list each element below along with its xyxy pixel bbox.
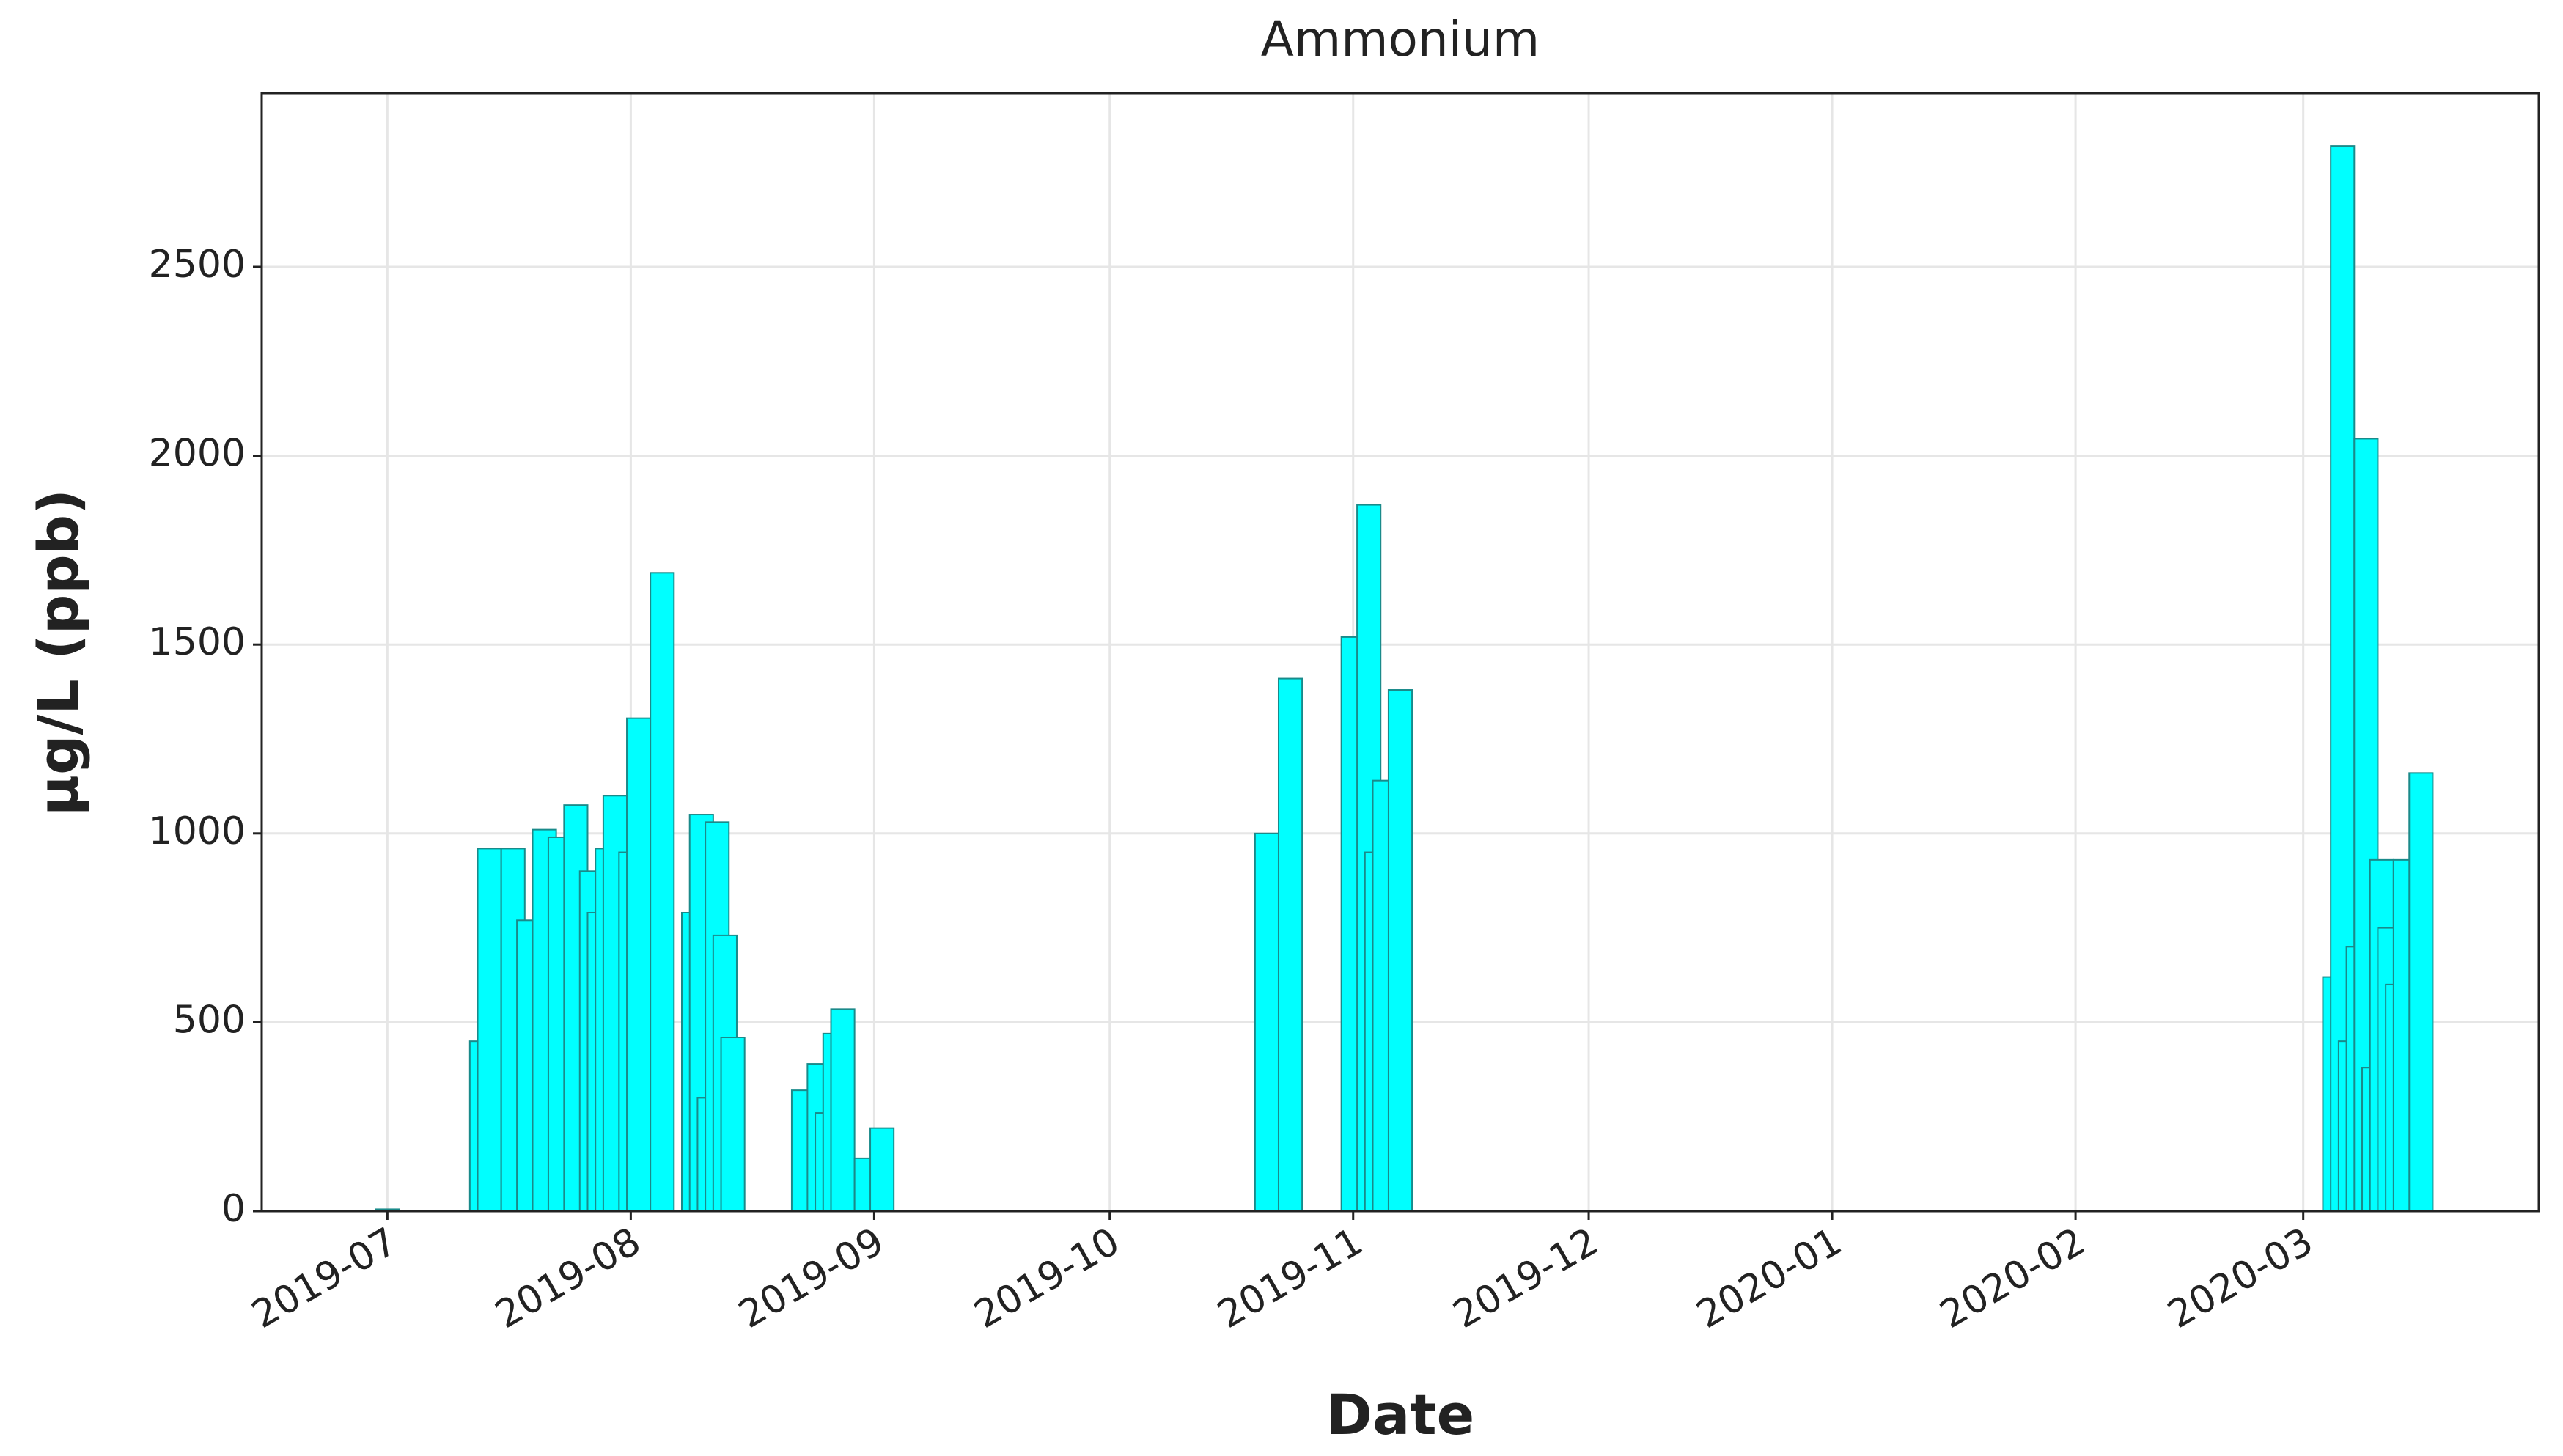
bar	[2408, 772, 2434, 1212]
x-tick-label: 2019-11	[1210, 1219, 1370, 1337]
x-tick-label: 2019-09	[732, 1219, 891, 1337]
bar	[650, 572, 675, 1212]
y-tick-label: 2500	[149, 243, 246, 287]
y-tick-label: 1500	[149, 620, 246, 664]
y-tick-label: 1000	[149, 809, 246, 853]
bar	[626, 717, 652, 1212]
y-axis-label: µg/L (ppb)	[26, 489, 91, 816]
bar	[477, 848, 502, 1212]
x-tick-label: 2019-07	[245, 1219, 405, 1337]
bar	[869, 1127, 895, 1212]
chart-title: Ammonium	[1261, 11, 1540, 67]
bar	[1277, 677, 1303, 1212]
x-tick-label: 2019-12	[1446, 1219, 1606, 1337]
bar	[1254, 832, 1279, 1212]
x-tick-label: 2020-03	[2161, 1219, 2320, 1337]
y-tick-label: 2000	[149, 432, 246, 476]
x-tick-label: 2019-10	[967, 1219, 1127, 1337]
y-tick-label: 500	[173, 998, 246, 1042]
plot-frame	[260, 92, 2540, 1213]
x-tick-label: 2020-01	[1689, 1219, 1849, 1337]
bar	[1387, 689, 1413, 1212]
x-axis-label: Date	[1326, 1382, 1474, 1447]
x-tick-label: 2020-02	[1933, 1219, 2092, 1337]
bar	[830, 1008, 856, 1213]
bar	[720, 1037, 746, 1212]
y-tick-label: 0	[221, 1187, 246, 1231]
x-tick-label: 2019-08	[488, 1219, 648, 1337]
